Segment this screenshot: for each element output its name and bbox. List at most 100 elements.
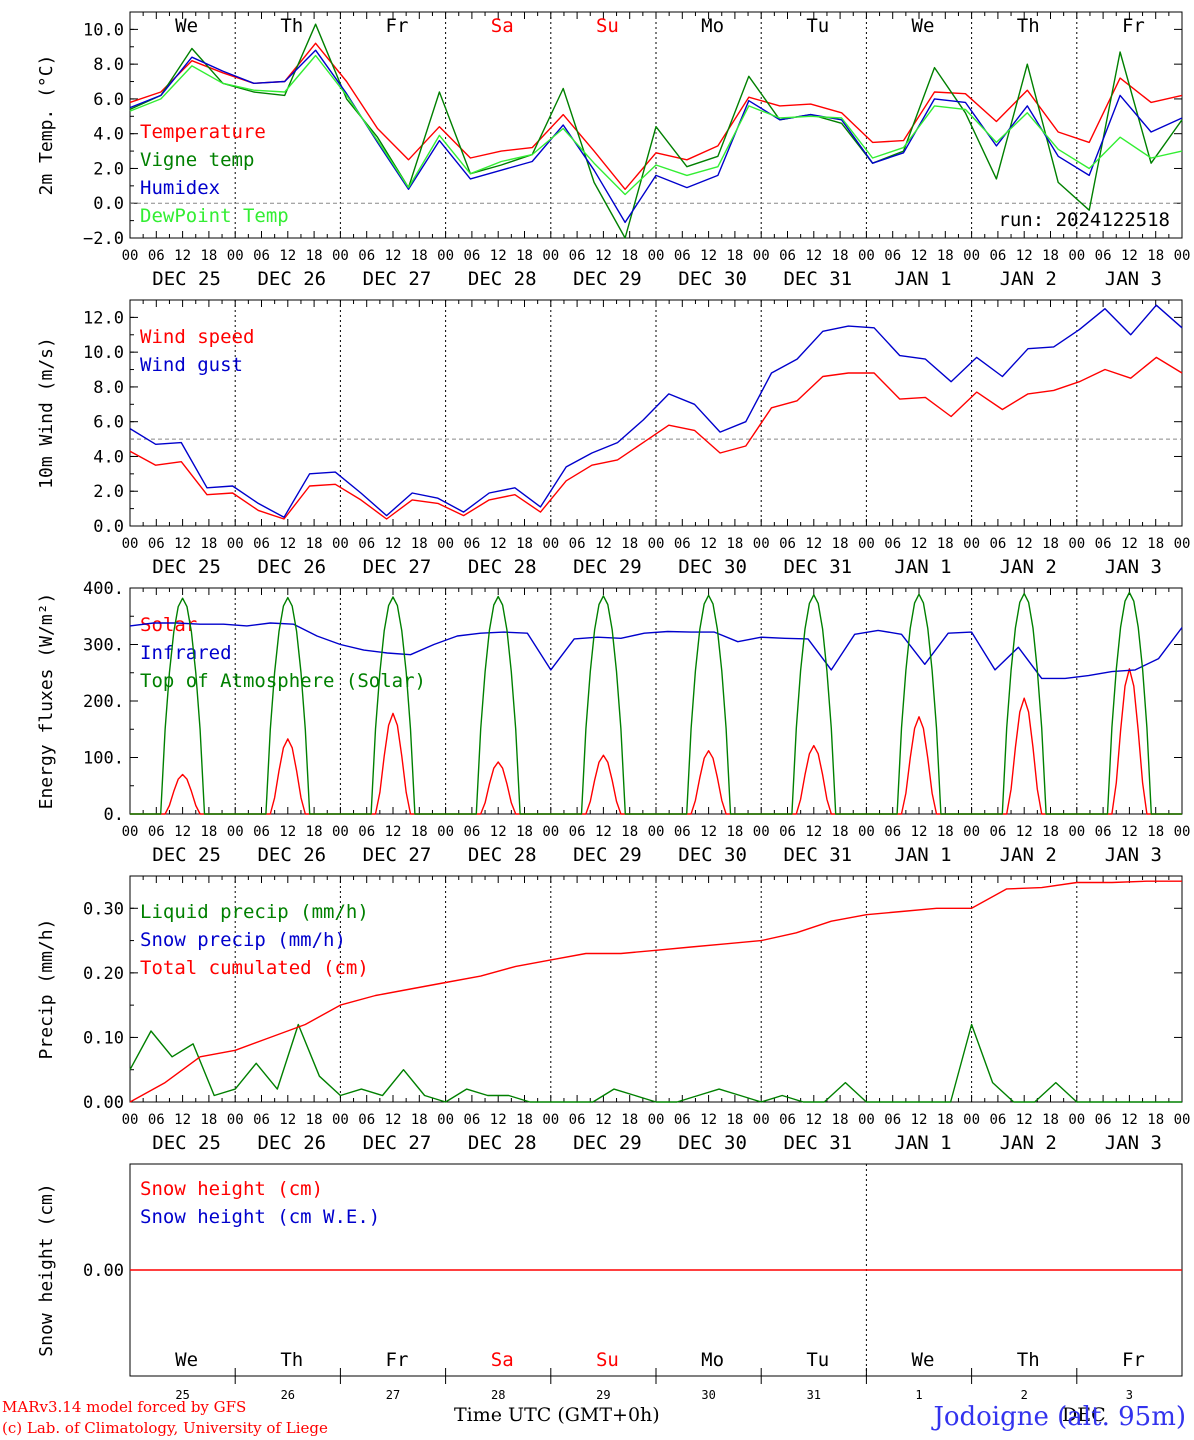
- legend-top-of-atmosphere-solar: Top of Atmosphere (Solar): [140, 670, 426, 692]
- x-tick-label: 00: [1068, 248, 1085, 264]
- x-tick-label: 00: [332, 536, 349, 552]
- weekday-label: Fr: [386, 15, 409, 37]
- x-tick-label: 00: [1174, 536, 1191, 552]
- x-tick-label: 18: [306, 824, 323, 840]
- day-number-label: 25: [175, 1388, 189, 1402]
- y-axis-label: Precip (mm/h): [36, 919, 57, 1060]
- y-tick-label: 0.: [104, 805, 124, 825]
- x-tick-label: 12: [490, 1112, 507, 1128]
- x-tick-label: 12: [595, 536, 612, 552]
- day-label: JAN 1: [894, 556, 951, 578]
- weekday-label: Fr: [1122, 15, 1145, 37]
- x-tick-label: 12: [700, 824, 717, 840]
- x-tick-label: 12: [911, 824, 928, 840]
- day-label: DEC 25: [152, 268, 221, 290]
- x-tick-label: 06: [989, 536, 1006, 552]
- legend-liquid-precip-mm-h: Liquid precip (mm/h): [140, 901, 369, 923]
- day-label: DEC 31: [783, 556, 852, 578]
- time-axis-label: Time UTC (GMT+0h): [454, 1404, 660, 1426]
- day-label: JAN 1: [894, 844, 951, 866]
- day-label: JAN 3: [1105, 268, 1162, 290]
- y-tick-label: 2.0: [93, 482, 124, 502]
- x-tick-label: 00: [542, 536, 559, 552]
- x-tick-label: 06: [253, 1112, 270, 1128]
- x-tick-label: 00: [227, 1112, 244, 1128]
- day-label: DEC 31: [783, 844, 852, 866]
- series-line: [129, 54, 1183, 196]
- day-label: JAN 3: [1105, 556, 1162, 578]
- x-tick-label: 18: [621, 824, 638, 840]
- y-axis-label: 2m Temp. (°C): [36, 55, 57, 196]
- day-label: DEC 30: [678, 1132, 747, 1154]
- model-credit: MARv3.14 model forced by GFS: [2, 1398, 247, 1416]
- x-tick-label: 00: [332, 248, 349, 264]
- x-tick-label: 18: [200, 824, 217, 840]
- x-tick-label: 18: [832, 248, 849, 264]
- day-label: DEC 26: [257, 268, 326, 290]
- day-number-label: 3: [1126, 1388, 1133, 1402]
- x-tick-label: 00: [227, 824, 244, 840]
- legend-solar: Solar: [140, 614, 197, 636]
- x-tick-label: 18: [726, 536, 743, 552]
- y-tick-label: 0.00: [83, 1093, 124, 1113]
- x-tick-label: 12: [490, 824, 507, 840]
- x-tick-label: 18: [1147, 824, 1164, 840]
- y-tick-label: 300.: [83, 636, 124, 656]
- day-label: JAN 1: [894, 1132, 951, 1154]
- x-tick-label: 06: [674, 1112, 691, 1128]
- day-label: DEC 27: [363, 268, 432, 290]
- x-tick-label: 00: [648, 1112, 665, 1128]
- lab-credit: (c) Lab. of Climatology, University of L…: [2, 1419, 328, 1437]
- y-tick-label: 4.0: [93, 447, 124, 467]
- x-tick-label: 12: [385, 1112, 402, 1128]
- day-number-label: 1: [915, 1388, 922, 1402]
- x-tick-label: 00: [648, 824, 665, 840]
- weekday-label: We: [912, 15, 935, 37]
- day-label: DEC 29: [573, 844, 642, 866]
- x-tick-label: 06: [989, 248, 1006, 264]
- weekday-label: Sa: [491, 1349, 514, 1371]
- x-tick-label: 18: [411, 824, 428, 840]
- x-tick-label: 18: [200, 248, 217, 264]
- x-tick-label: 06: [779, 824, 796, 840]
- day-label: DEC 28: [468, 844, 537, 866]
- day-label: DEC 30: [678, 556, 747, 578]
- day-label: JAN 3: [1105, 844, 1162, 866]
- x-tick-label: 18: [1147, 1112, 1164, 1128]
- x-tick-label: 12: [911, 536, 928, 552]
- day-label: JAN 3: [1105, 1132, 1162, 1154]
- x-tick-label: 06: [1095, 248, 1112, 264]
- x-tick-label: 06: [569, 824, 586, 840]
- y-tick-label: 2.0: [93, 159, 124, 179]
- x-tick-label: 12: [1016, 536, 1033, 552]
- x-tick-label: 18: [200, 1112, 217, 1128]
- x-tick-label: 06: [989, 824, 1006, 840]
- x-tick-label: 06: [884, 536, 901, 552]
- x-tick-label: 06: [463, 1112, 480, 1128]
- x-tick-label: 06: [884, 248, 901, 264]
- x-tick-label: 18: [411, 248, 428, 264]
- series-line: [129, 622, 1183, 680]
- weekday-label: Mo: [701, 1349, 724, 1371]
- day-number-label: 29: [596, 1388, 610, 1402]
- x-tick-label: 00: [963, 824, 980, 840]
- month-label: DEC: [1062, 1404, 1106, 1426]
- x-tick-label: 06: [779, 248, 796, 264]
- weekday-label: Fr: [1122, 1349, 1145, 1371]
- day-label: DEC 28: [468, 268, 537, 290]
- run-annotation: run: 2024122518: [998, 209, 1170, 231]
- x-tick-label: 00: [227, 248, 244, 264]
- x-tick-label: 00: [437, 536, 454, 552]
- series-line: [129, 880, 1182, 1103]
- weekday-label: Th: [1017, 1349, 1040, 1371]
- x-tick-label: 18: [621, 248, 638, 264]
- x-tick-label: 06: [779, 536, 796, 552]
- x-tick-label: 00: [1174, 824, 1191, 840]
- x-tick-label: 00: [1174, 1112, 1191, 1128]
- x-tick-label: 12: [1121, 248, 1138, 264]
- series-line: [129, 1023, 1182, 1103]
- day-number-label: 30: [701, 1388, 715, 1402]
- x-tick-label: 06: [569, 248, 586, 264]
- x-tick-label: 18: [621, 1112, 638, 1128]
- x-tick-label: 12: [174, 824, 191, 840]
